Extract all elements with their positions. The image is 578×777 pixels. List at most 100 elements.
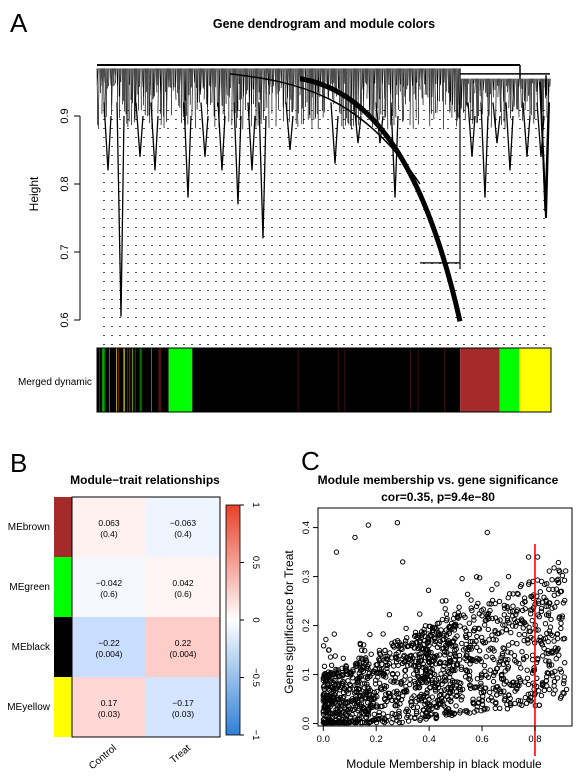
scatter-point xyxy=(335,696,342,702)
module-swatch xyxy=(54,677,72,737)
scatter-point xyxy=(437,652,443,658)
scatter-point xyxy=(483,672,489,678)
dendrogram-branch xyxy=(467,102,476,157)
dendrogram-branch xyxy=(337,68,339,89)
dendrogram-branch xyxy=(497,78,499,98)
scatter-point xyxy=(412,715,418,722)
scatter-point xyxy=(544,670,550,676)
heatmap-cell xyxy=(146,497,220,557)
scatter-point xyxy=(521,631,528,638)
scatter-point xyxy=(458,697,464,703)
scatter-point xyxy=(440,666,446,673)
scatter-point xyxy=(355,686,362,692)
scatter-point xyxy=(411,693,417,699)
scatter-point xyxy=(489,654,495,660)
scatter-point xyxy=(517,583,524,590)
scatter-point xyxy=(526,581,532,587)
scatter-point xyxy=(405,663,411,669)
dendrogram-branch xyxy=(544,78,547,99)
scatter-point xyxy=(372,695,378,701)
scatter-point xyxy=(438,688,444,694)
dendrogram-branch xyxy=(390,102,399,198)
scatter-point xyxy=(403,683,409,690)
scatter-point xyxy=(380,673,387,679)
scatter-point xyxy=(438,671,444,677)
scatter-point xyxy=(469,656,475,662)
scatter-point xyxy=(473,574,480,580)
scatter-point xyxy=(444,686,450,692)
scatter-point xyxy=(518,665,524,671)
scatter-point xyxy=(492,669,499,675)
scatter-point xyxy=(401,652,407,659)
scatter-point xyxy=(328,662,335,668)
scatter-point xyxy=(549,649,555,655)
scatter-point xyxy=(474,633,480,640)
scatter-point xyxy=(555,576,561,582)
scatter-point xyxy=(378,685,384,691)
dendrogram-branch xyxy=(200,102,209,157)
dendrogram-branch xyxy=(96,68,99,126)
scatter-point xyxy=(560,600,567,606)
scatter-point xyxy=(358,673,364,679)
scatter-point xyxy=(524,637,531,643)
scatter-point xyxy=(490,678,497,685)
dendrogram-branch xyxy=(157,68,159,114)
scatter-point xyxy=(519,649,525,655)
dendrogram-branch xyxy=(97,68,100,130)
dendrogram-branch xyxy=(443,68,445,83)
scatter-point xyxy=(366,707,372,713)
scatter-point xyxy=(456,604,462,610)
scatter-point xyxy=(413,632,419,639)
scatter-point xyxy=(405,712,411,719)
heatmap-cell-value: −0.042 xyxy=(96,578,123,588)
y-tick-label: 0.3 xyxy=(301,570,312,583)
scatter-point xyxy=(486,637,492,643)
scatter-point xyxy=(361,642,367,648)
heatmap-column-label: Treat xyxy=(168,743,193,766)
scatter-point xyxy=(437,638,443,644)
panel-c-letter: C xyxy=(301,446,320,476)
scatter-point xyxy=(541,645,547,652)
scatter-point xyxy=(506,620,512,626)
dendrogram-branch xyxy=(495,78,497,128)
scatter-point xyxy=(535,627,541,633)
scatter-point xyxy=(531,665,537,671)
scatter-point xyxy=(528,611,534,617)
x-tick-label: 0.6 xyxy=(475,734,488,745)
scatter-point xyxy=(504,605,511,611)
scatter-point xyxy=(482,685,488,691)
scatter-point xyxy=(387,650,393,656)
scatter-point xyxy=(385,713,391,720)
dendrogram-branch xyxy=(450,68,452,102)
scatter-point xyxy=(524,675,531,681)
scatter-point xyxy=(440,678,446,684)
scatter-point xyxy=(400,693,406,699)
legend-tick-label: 1 xyxy=(250,502,261,507)
scatter-point xyxy=(447,674,453,680)
dendrogram-branch xyxy=(203,68,206,100)
scatter-point xyxy=(431,641,437,647)
dendrogram-branch xyxy=(107,68,109,89)
scatter-point xyxy=(376,656,382,662)
legend-tick-label: −0.5 xyxy=(250,668,261,687)
scatter-point xyxy=(526,579,532,585)
scatter-point xyxy=(478,658,484,665)
scatter-point xyxy=(381,683,388,689)
scatter-point xyxy=(497,705,503,711)
dendrogram-branch xyxy=(114,68,117,86)
scatter-point xyxy=(382,702,388,709)
scatter-point xyxy=(471,617,477,623)
panel-b: B Module−trait relationships MEbrown 0.06… xyxy=(7,448,261,772)
scatter-point xyxy=(443,611,450,617)
scatter-point xyxy=(561,674,567,680)
scatter-point xyxy=(382,716,388,722)
scatter-point xyxy=(397,642,403,648)
scatter-point xyxy=(481,662,488,669)
scatter-point xyxy=(546,600,552,606)
dendrogram-branch xyxy=(328,68,330,99)
module-color-segment xyxy=(192,348,461,412)
scatter-point xyxy=(407,653,413,659)
scatter-point xyxy=(405,643,411,649)
heatmap-cell xyxy=(72,497,146,557)
dendrogram-branch xyxy=(378,68,380,120)
